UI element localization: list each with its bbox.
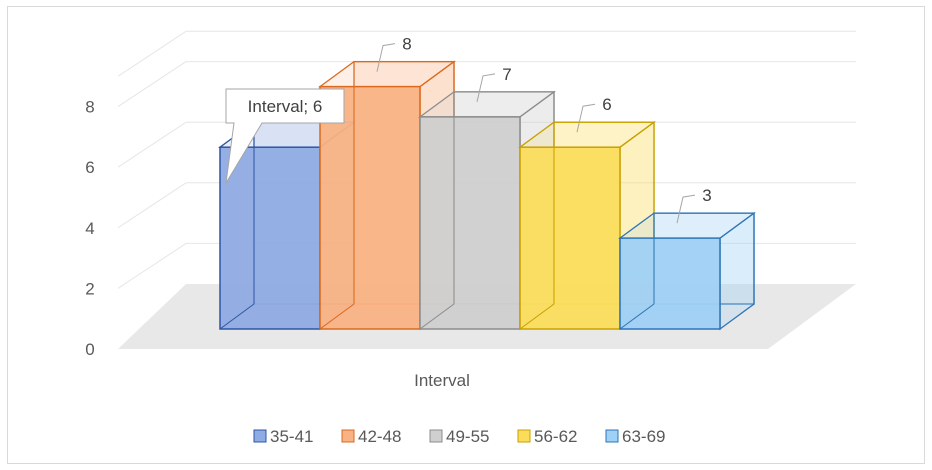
gridline-side: [117, 121, 187, 168]
data-label: 6: [602, 95, 611, 114]
bar-front-face: [219, 146, 321, 330]
y-tick-label: 0: [85, 340, 94, 359]
bar-edge: [519, 303, 555, 330]
y-axis-ticks: 0 2 4 6 8: [85, 98, 94, 359]
legend-item-42-48[interactable]: 42-48: [341, 427, 401, 446]
legend[interactable]: 35-41 42-48 49-55 56-62 63-69: [253, 427, 665, 446]
data-label: 3: [702, 186, 711, 205]
leader-line: [476, 73, 496, 103]
y-tick-label: 2: [85, 279, 94, 298]
legend-label: 63-69: [622, 427, 665, 446]
data-label-callout: Interval; 6: [248, 97, 323, 116]
x-axis-title: Interval: [414, 371, 470, 390]
legend-item-35-41[interactable]: 35-41: [253, 427, 313, 446]
gridline-side: [117, 242, 187, 289]
bar-edge: [419, 303, 455, 330]
bars: [218, 60, 756, 331]
legend-label: 49-55: [446, 427, 489, 446]
bar-edge: [319, 303, 355, 330]
leader-line: [676, 194, 696, 224]
leader-line: [376, 43, 396, 72]
y-tick-label: 8: [85, 98, 94, 117]
legend-swatch: [605, 429, 619, 443]
gridline-side: [117, 182, 187, 229]
callout-bubble: [225, 88, 345, 184]
legend-swatch: [341, 429, 355, 443]
legend-label: 56-62: [534, 427, 577, 446]
bar-63-69: [618, 211, 756, 331]
y-tick-label: 6: [85, 158, 94, 177]
legend-swatch: [429, 429, 443, 443]
bar-front-face: [619, 237, 721, 330]
legend-label: 35-41: [270, 427, 313, 446]
legend-item-56-62[interactable]: 56-62: [517, 427, 577, 446]
chart-frame: 0 2 4 6 8 Interval; 6 8 7 6 3 Interval 35-41 42-4…: [7, 6, 925, 464]
gridline-side: [117, 30, 187, 77]
bar-edge: [619, 303, 655, 330]
legend-item-63-69[interactable]: 63-69: [605, 427, 665, 446]
y-tick-label: 4: [85, 219, 94, 238]
bar-edge: [219, 303, 255, 330]
leader-line: [576, 103, 596, 133]
chart-svg: 0 2 4 6 8 Interval; 6 8 7 6 3 Interval 35-41 42-4…: [85, 30, 856, 446]
data-label: 8: [402, 35, 411, 54]
legend-label: 42-48: [358, 427, 401, 446]
bar-front-face: [519, 146, 621, 330]
data-labels: Interval; 6 8 7 6 3: [225, 35, 712, 224]
bar-front-face: [319, 85, 421, 330]
legend-swatch: [517, 429, 531, 443]
gridline-side: [117, 61, 187, 108]
bar-front-face: [419, 116, 521, 330]
legend-swatch: [253, 429, 267, 443]
legend-item-49-55[interactable]: 49-55: [429, 427, 489, 446]
data-label: 7: [502, 65, 511, 84]
